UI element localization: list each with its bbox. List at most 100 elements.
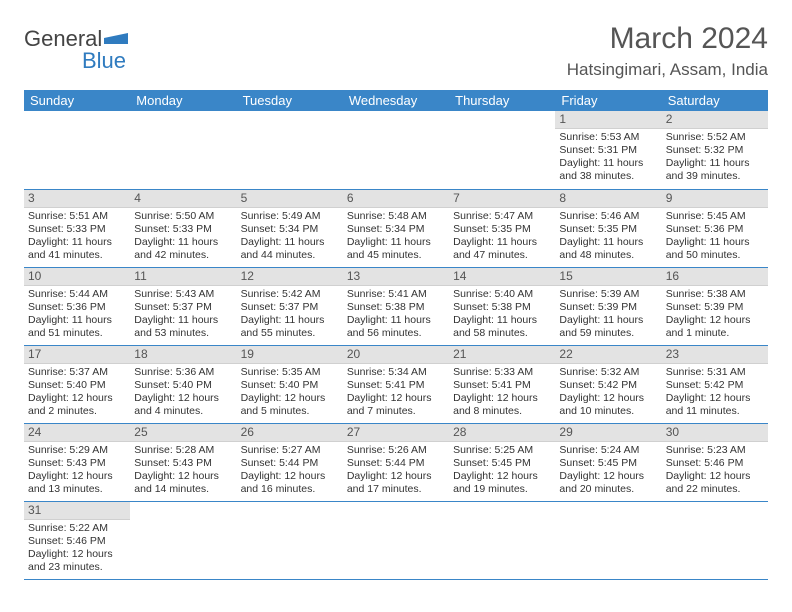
day-body: Sunrise: 5:52 AMSunset: 5:32 PMDaylight:… — [662, 129, 768, 187]
calendar-cell: 4Sunrise: 5:50 AMSunset: 5:33 PMDaylight… — [130, 189, 236, 267]
calendar-cell: 26Sunrise: 5:27 AMSunset: 5:44 PMDayligh… — [237, 423, 343, 501]
calendar-cell: 3Sunrise: 5:51 AMSunset: 5:33 PMDaylight… — [24, 189, 130, 267]
sunset-text: Sunset: 5:37 PM — [134, 301, 232, 314]
day-body: Sunrise: 5:42 AMSunset: 5:37 PMDaylight:… — [237, 286, 343, 344]
sunrise-text: Sunrise: 5:43 AM — [134, 288, 232, 301]
sunrise-text: Sunrise: 5:47 AM — [453, 210, 551, 223]
logo: General Blue — [24, 28, 130, 72]
calendar-cell — [662, 501, 768, 579]
sunset-text: Sunset: 5:36 PM — [28, 301, 126, 314]
sunset-text: Sunset: 5:43 PM — [28, 457, 126, 470]
calendar-cell: 6Sunrise: 5:48 AMSunset: 5:34 PMDaylight… — [343, 189, 449, 267]
sunrise-text: Sunrise: 5:51 AM — [28, 210, 126, 223]
sunrise-text: Sunrise: 5:32 AM — [559, 366, 657, 379]
calendar-row: 17Sunrise: 5:37 AMSunset: 5:40 PMDayligh… — [24, 345, 768, 423]
title-block: March 2024 Hatsingimari, Assam, India — [567, 22, 768, 80]
weekday-header: Wednesday — [343, 90, 449, 111]
daylight-text: Daylight: 11 hours and 38 minutes. — [559, 157, 657, 183]
calendar-row: 24Sunrise: 5:29 AMSunset: 5:43 PMDayligh… — [24, 423, 768, 501]
day-body: Sunrise: 5:26 AMSunset: 5:44 PMDaylight:… — [343, 442, 449, 500]
sunset-text: Sunset: 5:46 PM — [666, 457, 764, 470]
daylight-text: Daylight: 12 hours and 10 minutes. — [559, 392, 657, 418]
sunrise-text: Sunrise: 5:46 AM — [559, 210, 657, 223]
day-number: 21 — [449, 346, 555, 364]
calendar-cell — [237, 501, 343, 579]
calendar-cell — [449, 111, 555, 189]
sunrise-text: Sunrise: 5:52 AM — [666, 131, 764, 144]
day-body: Sunrise: 5:37 AMSunset: 5:40 PMDaylight:… — [24, 364, 130, 422]
sunset-text: Sunset: 5:40 PM — [28, 379, 126, 392]
weekday-header: Tuesday — [237, 90, 343, 111]
logo-word2: Blue — [82, 48, 126, 73]
calendar-row: 1Sunrise: 5:53 AMSunset: 5:31 PMDaylight… — [24, 111, 768, 189]
day-body: Sunrise: 5:29 AMSunset: 5:43 PMDaylight:… — [24, 442, 130, 500]
calendar-cell: 5Sunrise: 5:49 AMSunset: 5:34 PMDaylight… — [237, 189, 343, 267]
calendar-cell: 27Sunrise: 5:26 AMSunset: 5:44 PMDayligh… — [343, 423, 449, 501]
daylight-text: Daylight: 12 hours and 13 minutes. — [28, 470, 126, 496]
sunrise-text: Sunrise: 5:37 AM — [28, 366, 126, 379]
sunset-text: Sunset: 5:34 PM — [347, 223, 445, 236]
sunset-text: Sunset: 5:35 PM — [559, 223, 657, 236]
sunset-text: Sunset: 5:34 PM — [241, 223, 339, 236]
calendar-cell — [343, 501, 449, 579]
sunset-text: Sunset: 5:38 PM — [453, 301, 551, 314]
daylight-text: Daylight: 11 hours and 51 minutes. — [28, 314, 126, 340]
day-number: 17 — [24, 346, 130, 364]
calendar-cell — [130, 111, 236, 189]
day-number: 30 — [662, 424, 768, 442]
calendar-cell: 13Sunrise: 5:41 AMSunset: 5:38 PMDayligh… — [343, 267, 449, 345]
day-body: Sunrise: 5:48 AMSunset: 5:34 PMDaylight:… — [343, 208, 449, 266]
sunrise-text: Sunrise: 5:34 AM — [347, 366, 445, 379]
day-body: Sunrise: 5:53 AMSunset: 5:31 PMDaylight:… — [555, 129, 661, 187]
day-body: Sunrise: 5:25 AMSunset: 5:45 PMDaylight:… — [449, 442, 555, 500]
day-body: Sunrise: 5:50 AMSunset: 5:33 PMDaylight:… — [130, 208, 236, 266]
daylight-text: Daylight: 11 hours and 44 minutes. — [241, 236, 339, 262]
sunrise-text: Sunrise: 5:38 AM — [666, 288, 764, 301]
day-body: Sunrise: 5:27 AMSunset: 5:44 PMDaylight:… — [237, 442, 343, 500]
day-number: 16 — [662, 268, 768, 286]
sunrise-text: Sunrise: 5:31 AM — [666, 366, 764, 379]
sunset-text: Sunset: 5:40 PM — [241, 379, 339, 392]
daylight-text: Daylight: 12 hours and 23 minutes. — [28, 548, 126, 574]
daylight-text: Daylight: 11 hours and 58 minutes. — [453, 314, 551, 340]
sunrise-text: Sunrise: 5:27 AM — [241, 444, 339, 457]
sunrise-text: Sunrise: 5:25 AM — [453, 444, 551, 457]
weekday-header: Friday — [555, 90, 661, 111]
calendar-cell: 18Sunrise: 5:36 AMSunset: 5:40 PMDayligh… — [130, 345, 236, 423]
day-body: Sunrise: 5:44 AMSunset: 5:36 PMDaylight:… — [24, 286, 130, 344]
calendar-table: SundayMondayTuesdayWednesdayThursdayFrid… — [24, 90, 768, 580]
sunset-text: Sunset: 5:33 PM — [134, 223, 232, 236]
daylight-text: Daylight: 11 hours and 39 minutes. — [666, 157, 764, 183]
sunset-text: Sunset: 5:32 PM — [666, 144, 764, 157]
calendar-cell: 10Sunrise: 5:44 AMSunset: 5:36 PMDayligh… — [24, 267, 130, 345]
daylight-text: Daylight: 12 hours and 4 minutes. — [134, 392, 232, 418]
day-body: Sunrise: 5:41 AMSunset: 5:38 PMDaylight:… — [343, 286, 449, 344]
daylight-text: Daylight: 12 hours and 19 minutes. — [453, 470, 551, 496]
sunrise-text: Sunrise: 5:50 AM — [134, 210, 232, 223]
day-number: 4 — [130, 190, 236, 208]
day-number: 11 — [130, 268, 236, 286]
day-number: 1 — [555, 111, 661, 129]
weekday-header: Monday — [130, 90, 236, 111]
daylight-text: Daylight: 11 hours and 47 minutes. — [453, 236, 551, 262]
sunrise-text: Sunrise: 5:28 AM — [134, 444, 232, 457]
day-body: Sunrise: 5:35 AMSunset: 5:40 PMDaylight:… — [237, 364, 343, 422]
day-body: Sunrise: 5:47 AMSunset: 5:35 PMDaylight:… — [449, 208, 555, 266]
calendar-cell: 16Sunrise: 5:38 AMSunset: 5:39 PMDayligh… — [662, 267, 768, 345]
day-number: 13 — [343, 268, 449, 286]
sunset-text: Sunset: 5:42 PM — [666, 379, 764, 392]
sunrise-text: Sunrise: 5:44 AM — [28, 288, 126, 301]
day-number: 29 — [555, 424, 661, 442]
sunset-text: Sunset: 5:44 PM — [241, 457, 339, 470]
day-body: Sunrise: 5:34 AMSunset: 5:41 PMDaylight:… — [343, 364, 449, 422]
daylight-text: Daylight: 11 hours and 41 minutes. — [28, 236, 126, 262]
sunrise-text: Sunrise: 5:48 AM — [347, 210, 445, 223]
daylight-text: Daylight: 12 hours and 16 minutes. — [241, 470, 339, 496]
day-body: Sunrise: 5:32 AMSunset: 5:42 PMDaylight:… — [555, 364, 661, 422]
calendar-cell: 31Sunrise: 5:22 AMSunset: 5:46 PMDayligh… — [24, 501, 130, 579]
calendar-cell: 28Sunrise: 5:25 AMSunset: 5:45 PMDayligh… — [449, 423, 555, 501]
day-number: 26 — [237, 424, 343, 442]
sunrise-text: Sunrise: 5:53 AM — [559, 131, 657, 144]
calendar-cell — [24, 111, 130, 189]
day-number: 10 — [24, 268, 130, 286]
